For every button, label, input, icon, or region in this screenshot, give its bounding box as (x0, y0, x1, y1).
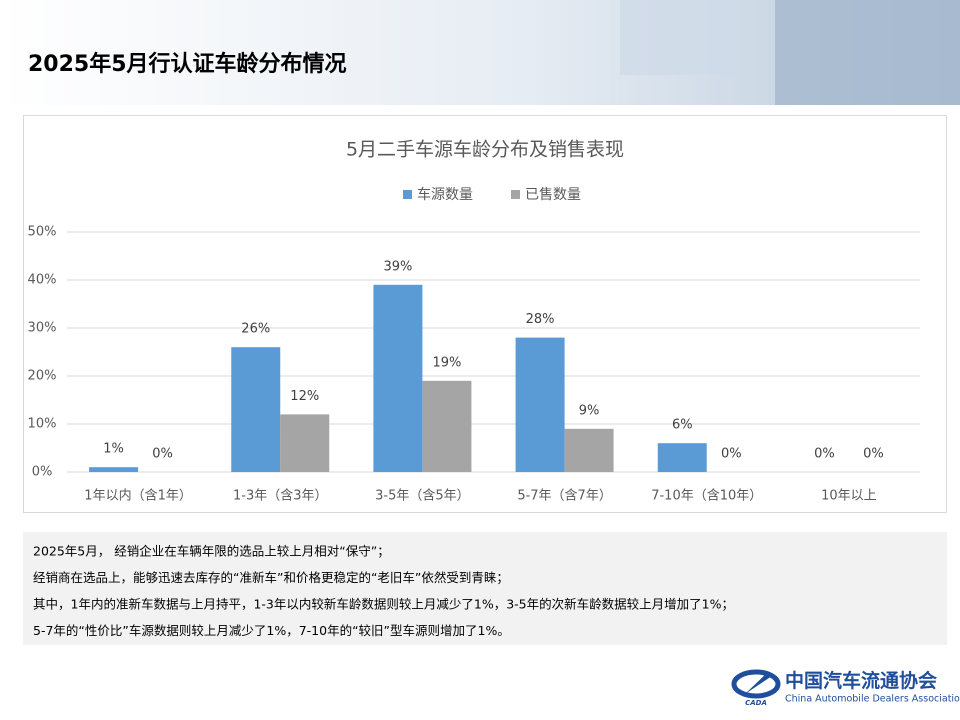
note-line: 其中，1年内的准新车数据与上月持平，1-3年以内较新车龄数据则较上月减少了1%，… (33, 597, 734, 612)
note-line: 经销商在选品上，能够迅速去库存的“准新车”和价格更稳定的“老旧车”依然受到青睐； (33, 570, 509, 585)
chart-title: 5月二手车源车龄分布及销售表现 (346, 139, 624, 161)
bar (89, 467, 139, 472)
bar (515, 337, 565, 472)
bar (422, 380, 472, 472)
value-label: 12% (290, 389, 319, 404)
x-tick-label: 10年以上 (821, 489, 877, 504)
bar (564, 428, 614, 472)
bar (373, 284, 423, 472)
logo: CADA 中国汽车流通协会 China Automobile Dealers A… (731, 669, 960, 707)
y-tick-label: 30% (28, 321, 57, 336)
value-label: 26% (241, 322, 270, 337)
logo-icon (745, 672, 772, 694)
y-tick-label: 20% (28, 369, 57, 384)
chart-frame (23, 115, 947, 513)
note-line: 5-7年的“性价比”车源数据则较上月减少了1%，7-10年的“较旧”型车源则增加… (33, 623, 510, 638)
bar (657, 443, 707, 472)
value-label: 6% (672, 418, 693, 433)
y-tick-label: 40% (28, 273, 57, 288)
header-deco (620, 0, 740, 75)
legend-label: 已售数量 (525, 187, 581, 203)
value-label: 0% (152, 447, 173, 462)
legend-label: 车源数量 (417, 186, 473, 203)
value-label: 28% (526, 312, 555, 327)
value-label: 19% (432, 355, 461, 370)
notes-box (23, 532, 947, 645)
logo-abbr: CADA (745, 699, 767, 707)
x-tick-label: 5-7年（含7年） (517, 488, 612, 504)
y-tick-label: 0% (32, 465, 53, 480)
value-label: 0% (814, 447, 835, 462)
value-label: 39% (383, 259, 412, 274)
logo-english: China Automobile Dealers Association (785, 694, 960, 705)
value-label: 9% (579, 403, 600, 418)
header-deco (775, 0, 960, 105)
slide-title: 2025年5月行认证车龄分布情况 (28, 51, 347, 77)
y-tick-label: 10% (28, 417, 57, 432)
x-tick-label: 1年以内（含1年） (84, 488, 192, 504)
value-label: 0% (863, 447, 884, 462)
legend-swatch (403, 190, 412, 199)
value-label: 0% (721, 447, 742, 462)
logo-name: 中国汽车流通协会 (785, 669, 937, 692)
note-line: 2025年5月， 经销企业在车辆年限的选品上较上月相对“保守”； (33, 544, 390, 559)
x-tick-label: 7-10年（含10年） (651, 488, 762, 504)
y-tick-label: 50% (28, 225, 57, 240)
logo-icon (731, 669, 781, 699)
x-tick-label: 1-3年（含3年） (233, 488, 328, 504)
value-label: 1% (103, 442, 124, 457)
bar (280, 414, 330, 472)
bar (231, 347, 281, 472)
legend-swatch (511, 190, 520, 199)
x-tick-label: 3-5年（含5年） (375, 488, 470, 504)
